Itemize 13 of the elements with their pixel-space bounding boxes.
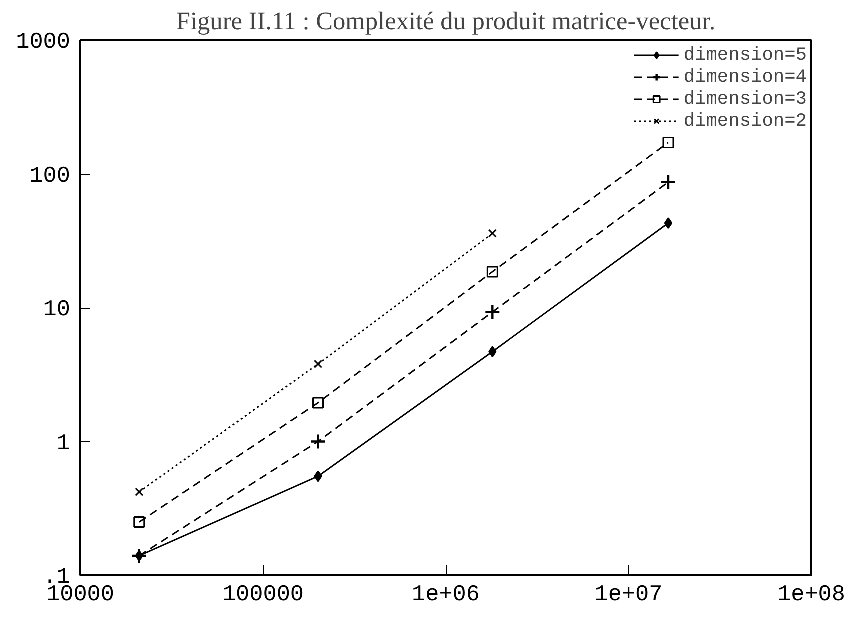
y-tick-label: 1 <box>56 430 71 456</box>
x-tick-label: 1e+08 <box>778 582 846 608</box>
y-tick-label: 1000 <box>16 29 71 55</box>
x-tick-label: 100000 <box>222 582 304 608</box>
y-tick-label: 100 <box>30 162 71 189</box>
x-tick-label: 1e+07 <box>594 582 663 608</box>
legend-label: dimension=3 <box>684 88 807 110</box>
x-tick-label: 1e+06 <box>412 582 480 608</box>
y-tick-label: 10 <box>43 296 71 322</box>
legend-label: dimension=2 <box>684 110 807 132</box>
legend-label: dimension=4 <box>684 66 807 88</box>
chart-title: Figure II.11 : Complexité du produit matrice-vecteur. <box>176 8 716 36</box>
legend-label: dimension=5 <box>684 44 807 66</box>
